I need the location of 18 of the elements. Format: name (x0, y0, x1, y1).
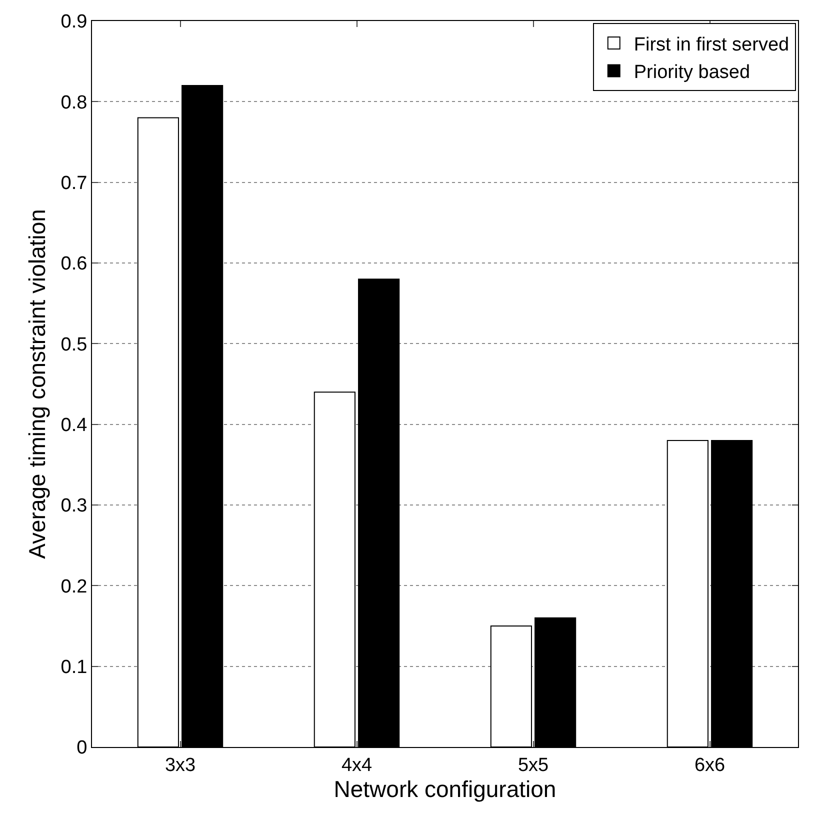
x-tick-label: 5x5 (518, 754, 549, 776)
x-tick-label: 3x3 (164, 754, 196, 776)
x-tick-label: 6x6 (694, 754, 726, 776)
y-tick-label: 0.9 (60, 12, 88, 33)
legend-label: Priority based (634, 62, 750, 84)
y-tick-label: 0 (76, 738, 88, 759)
y-tick-label: 0.8 (60, 92, 88, 114)
y-tick-label: 0.2 (60, 576, 88, 598)
x-tick-label: 4x4 (341, 754, 372, 776)
y-tick-label: 0.1 (60, 656, 88, 678)
y-tick-label: 0.6 (60, 254, 88, 275)
y-tick-label: 0.3 (60, 496, 88, 517)
y-tick-label: 0.5 (60, 334, 88, 356)
y-axis-title: Average timing constraint violation (24, 209, 50, 559)
y-tick-label: 0.4 (60, 414, 88, 436)
y-tick-label: 0.7 (60, 172, 88, 194)
legend-label: First in first served (634, 34, 790, 56)
x-axis-title: Network configuration (334, 776, 556, 802)
